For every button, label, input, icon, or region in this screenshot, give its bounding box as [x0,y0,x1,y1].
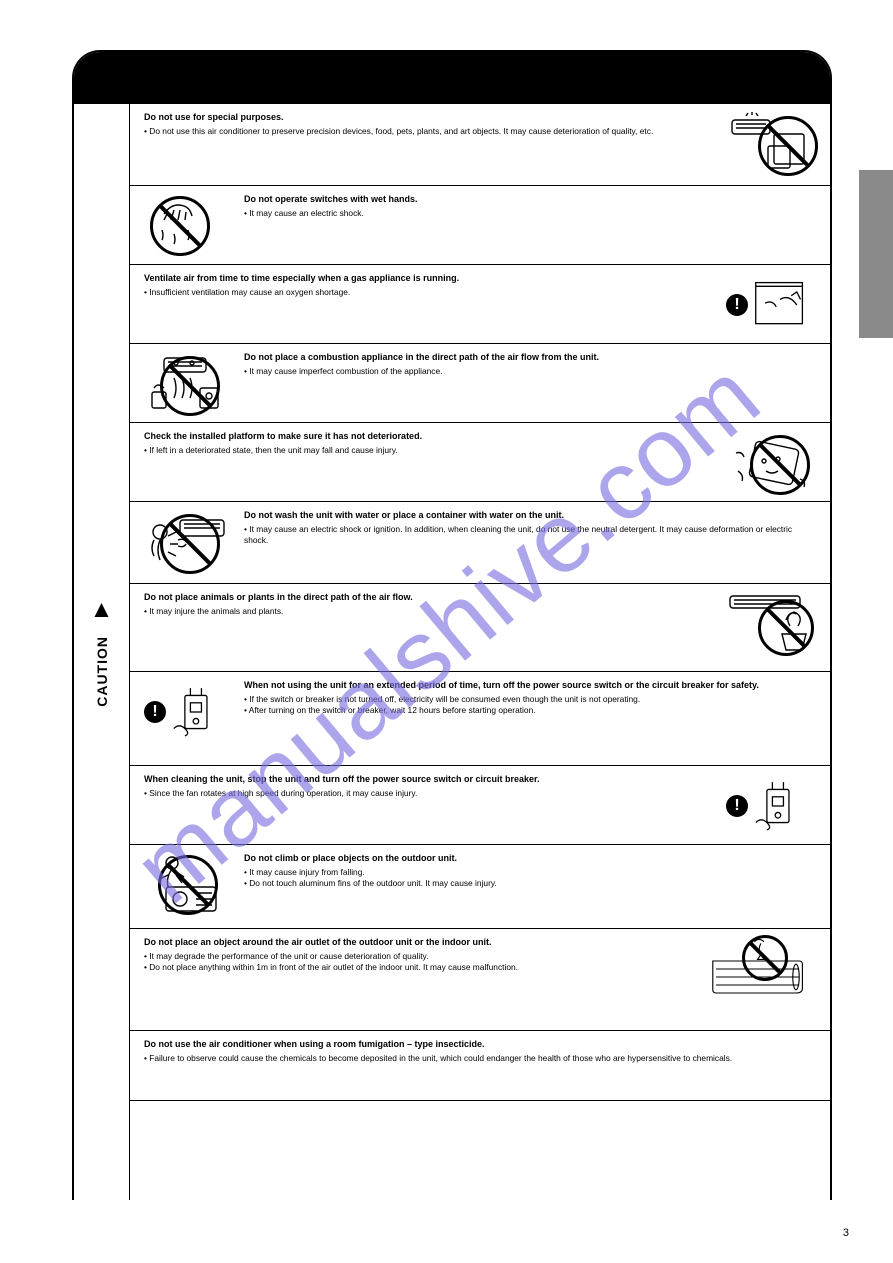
row-body: It may cause an electric shock. [244,208,364,218]
heater-prohibit-icon [144,352,234,416]
row-body: Failure to observe could cause the chemi… [144,1053,732,1063]
mandatory-icon: ! [726,294,748,316]
row-title: Do not use the air conditioner when usin… [144,1039,816,1051]
row-body: It may cause injury from falling. • Do n… [244,867,497,888]
instruction-row: Do not place a combustion appliance in t… [130,344,830,423]
header-bar [74,52,830,104]
instruction-rows: Do not use for special purposes. Do not … [130,104,830,1200]
row-title: Do not operate switches with wet hands. [244,194,816,206]
plants-prohibit-icon [726,592,816,656]
page-number: 3 [843,1227,849,1239]
indoor-vase-prohibit-icon [696,937,816,1001]
row-body: If left in a deteriorated state, then th… [144,445,398,455]
instruction-row: ! When not using the unit for an extende… [130,672,830,766]
row-body: It may cause imperfect combustion of the… [244,366,442,376]
instruction-row: Check the installed platform to make sur… [130,423,830,502]
row-body: It may cause an electric shock or igniti… [244,524,792,545]
row-title: Do not wash the unit with water or place… [244,510,816,522]
warning-triangle-icon: ▲ [90,598,114,622]
instruction-row: Do not climb or place objects on the out… [130,845,830,929]
instruction-row: Do not use the air conditioner when usin… [130,1031,830,1101]
unit-boxes-prohibit-icon [726,112,816,176]
row-body: Do not use this air conditioner to prese… [144,126,653,136]
instruction-row: Do not place an object around the air ou… [130,929,830,1031]
caution-label: CAUTION [94,636,110,707]
mandatory-icon: ! [726,795,748,817]
row-body: Insufficient ventilation may cause an ox… [144,287,350,297]
wet-hand-prohibit-icon [144,194,234,258]
instruction-row: Do not use for special purposes. Do not … [130,104,830,186]
breaker-excl-icon: ! [726,774,816,838]
instruction-row: Ventilate air from time to time especial… [130,265,830,344]
manual-page: ▲ CAUTION Do not use for special purpose… [72,50,832,1200]
row-title: Check the installed platform to make sur… [144,431,716,443]
instruction-row: Do not wash the unit with water or place… [130,502,830,584]
window-open-excl-icon: ! [726,273,816,337]
spray-prohibit-icon [144,510,234,574]
row-title: Do not place animals or plants in the di… [144,592,716,604]
instruction-row: When cleaning the unit, stop the unit an… [130,766,830,845]
row-title: When cleaning the unit, stop the unit an… [144,774,716,786]
row-body: Since the fan rotates at high speed duri… [144,788,417,798]
instruction-row: Do not place animals or plants in the di… [130,584,830,672]
row-title: When not using the unit for an extended … [244,680,816,692]
row-body: It may degrade the performance of the un… [144,951,518,972]
breaker-excl-icon: ! [144,680,234,744]
instruction-row: Do not operate switches with wet hands. … [130,186,830,265]
row-title: Do not use for special purposes. [144,112,716,124]
side-tab [859,170,893,338]
row-title: Do not climb or place objects on the out… [244,853,816,865]
mandatory-icon: ! [144,701,166,723]
row-title: Ventilate air from time to time especial… [144,273,716,285]
caution-column: ▲ CAUTION [74,104,130,1200]
outdoor-fall-prohibit-icon [726,431,816,495]
row-body: It may injure the animals and plants. [144,606,283,616]
row-title: Do not place a combustion appliance in t… [244,352,816,364]
row-body: If the switch or breaker is not turned o… [244,694,640,715]
climb-prohibit-icon [144,853,234,917]
row-title: Do not place an object around the air ou… [144,937,686,949]
